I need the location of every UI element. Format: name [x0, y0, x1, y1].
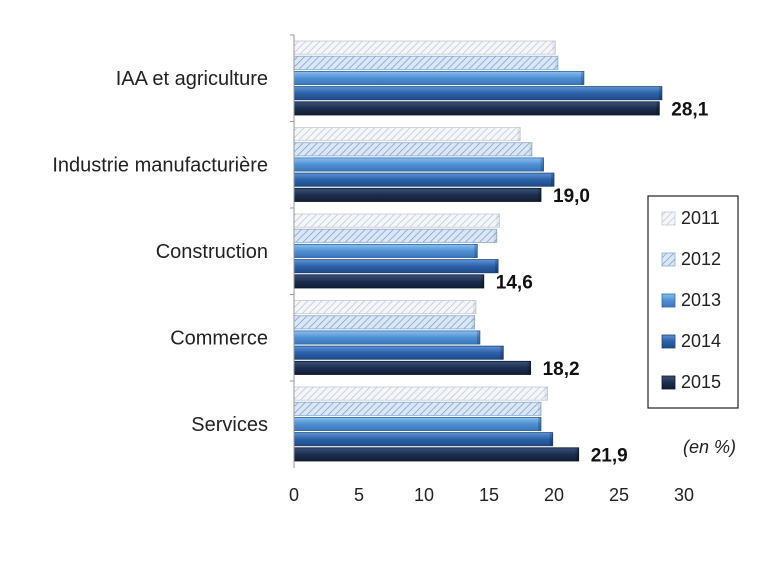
data-label: 14,6	[496, 272, 533, 293]
bar-2012-4	[293, 401, 542, 416]
bar-2015-0	[293, 101, 660, 116]
bar-2015-1	[293, 187, 542, 202]
legend-label: 2013	[681, 290, 721, 310]
legend-label: 2015	[681, 372, 721, 392]
category-label: Industrie manufacturière	[52, 155, 268, 177]
bar-2011-0	[293, 40, 556, 55]
bar-2013-4	[293, 416, 542, 431]
bar-cap-2015-4	[575, 447, 579, 461]
bar-cap-2011-3	[473, 300, 476, 314]
bar-cap-2011-2	[496, 214, 500, 228]
bar-cap-2014-4	[549, 432, 553, 446]
bar-2012-1	[293, 142, 533, 157]
bar-2013-1	[293, 157, 545, 172]
bar-cap-2013-1	[540, 157, 544, 172]
data-label: 19,0	[553, 186, 590, 207]
bar-cap-2013-3	[476, 330, 480, 345]
bar-2013-2	[293, 243, 478, 258]
bar-cap-2014-3	[500, 346, 504, 360]
bars-layer	[290, 34, 663, 468]
bar-cap-2012-4	[538, 402, 541, 416]
x-tick-label: 30	[674, 485, 694, 505]
bar-2011-4	[293, 386, 548, 401]
legend: 2011 2012 2013 2014 2015	[647, 195, 739, 409]
bar-cap-2014-2	[495, 259, 499, 273]
bar-cap-2015-2	[480, 274, 484, 288]
data-label: 18,2	[543, 359, 580, 380]
bar-2011-2	[293, 213, 500, 228]
bar-cap-2014-0	[658, 86, 662, 100]
category-labels: IAA et agriculture Industrie manufacturiè…	[52, 68, 268, 436]
bar-2012-0	[293, 55, 559, 70]
x-tick-label: 20	[544, 485, 564, 505]
bar-cap-2011-1	[517, 127, 521, 141]
category-label: Construction	[156, 241, 268, 263]
bar-cap-2013-2	[474, 244, 478, 258]
data-label: 21,9	[591, 445, 628, 466]
bar-2013-0	[293, 71, 585, 86]
bar-cap-2013-0	[580, 71, 584, 85]
bar-2012-3	[293, 315, 476, 330]
category-label: IAA et agriculture	[116, 68, 268, 90]
bar-cap-2012-2	[493, 229, 497, 243]
legend-swatch-2013	[661, 293, 676, 308]
bar-2011-1	[293, 127, 521, 142]
legend-swatch-2014	[661, 334, 676, 349]
bar-cap-2015-0	[656, 101, 660, 115]
bar-cap-2015-1	[538, 188, 541, 202]
legend-label: 2012	[681, 249, 721, 269]
bar-2014-0	[293, 86, 663, 101]
bar-2014-3	[293, 345, 504, 360]
bar-2011-3	[293, 300, 477, 315]
x-tick-label: 5	[354, 485, 364, 505]
x-tick-label: 25	[609, 485, 629, 505]
category-label: Services	[191, 414, 268, 436]
bar-cap-2012-1	[528, 142, 532, 156]
legend-label: 2014	[681, 331, 721, 351]
bar-cap-2012-0	[554, 56, 558, 70]
bar-cap-2012-3	[471, 315, 475, 329]
bar-2014-1	[293, 172, 555, 187]
x-tick-label: 0	[289, 485, 299, 505]
unit-note: (en %)	[683, 437, 736, 457]
data-labels: 28,1 19,0 14,6 18,2 21,9	[496, 99, 709, 466]
bar-2015-2	[293, 274, 485, 289]
bar-2015-3	[293, 360, 532, 375]
bar-cap-2014-1	[551, 173, 554, 187]
legend-swatch-2011	[661, 211, 676, 226]
category-label: Commerce	[170, 328, 268, 350]
bar-cap-2011-4	[544, 387, 548, 401]
bar-2013-3	[293, 330, 481, 345]
bar-2014-2	[293, 259, 499, 274]
data-label: 28,1	[671, 99, 708, 120]
x-axis: 0 5 10 15 20 25 30	[289, 485, 694, 505]
bar-cap-2015-3	[527, 361, 531, 375]
legend-swatch-2015	[661, 375, 676, 390]
bar-cap-2013-4	[538, 417, 541, 431]
bar-2014-4	[293, 432, 554, 447]
x-tick-label: 10	[414, 485, 434, 505]
legend-label: 2011	[681, 208, 720, 228]
x-tick-label: 15	[479, 485, 499, 505]
bar-2015-4	[293, 447, 580, 462]
bar-cap-2011-0	[552, 41, 556, 55]
bar-2012-2	[293, 228, 498, 243]
legend-swatch-2012	[661, 252, 676, 267]
